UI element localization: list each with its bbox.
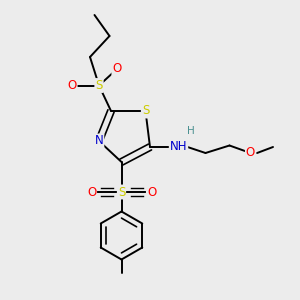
Text: O: O: [87, 185, 96, 199]
Text: S: S: [118, 185, 125, 199]
Text: O: O: [147, 185, 156, 199]
Text: O: O: [112, 62, 122, 76]
Text: O: O: [68, 79, 76, 92]
Text: N: N: [94, 134, 103, 148]
Text: S: S: [142, 104, 149, 118]
Text: S: S: [95, 79, 103, 92]
Text: NH: NH: [170, 140, 187, 154]
Text: O: O: [246, 146, 255, 160]
Text: H: H: [187, 125, 194, 136]
